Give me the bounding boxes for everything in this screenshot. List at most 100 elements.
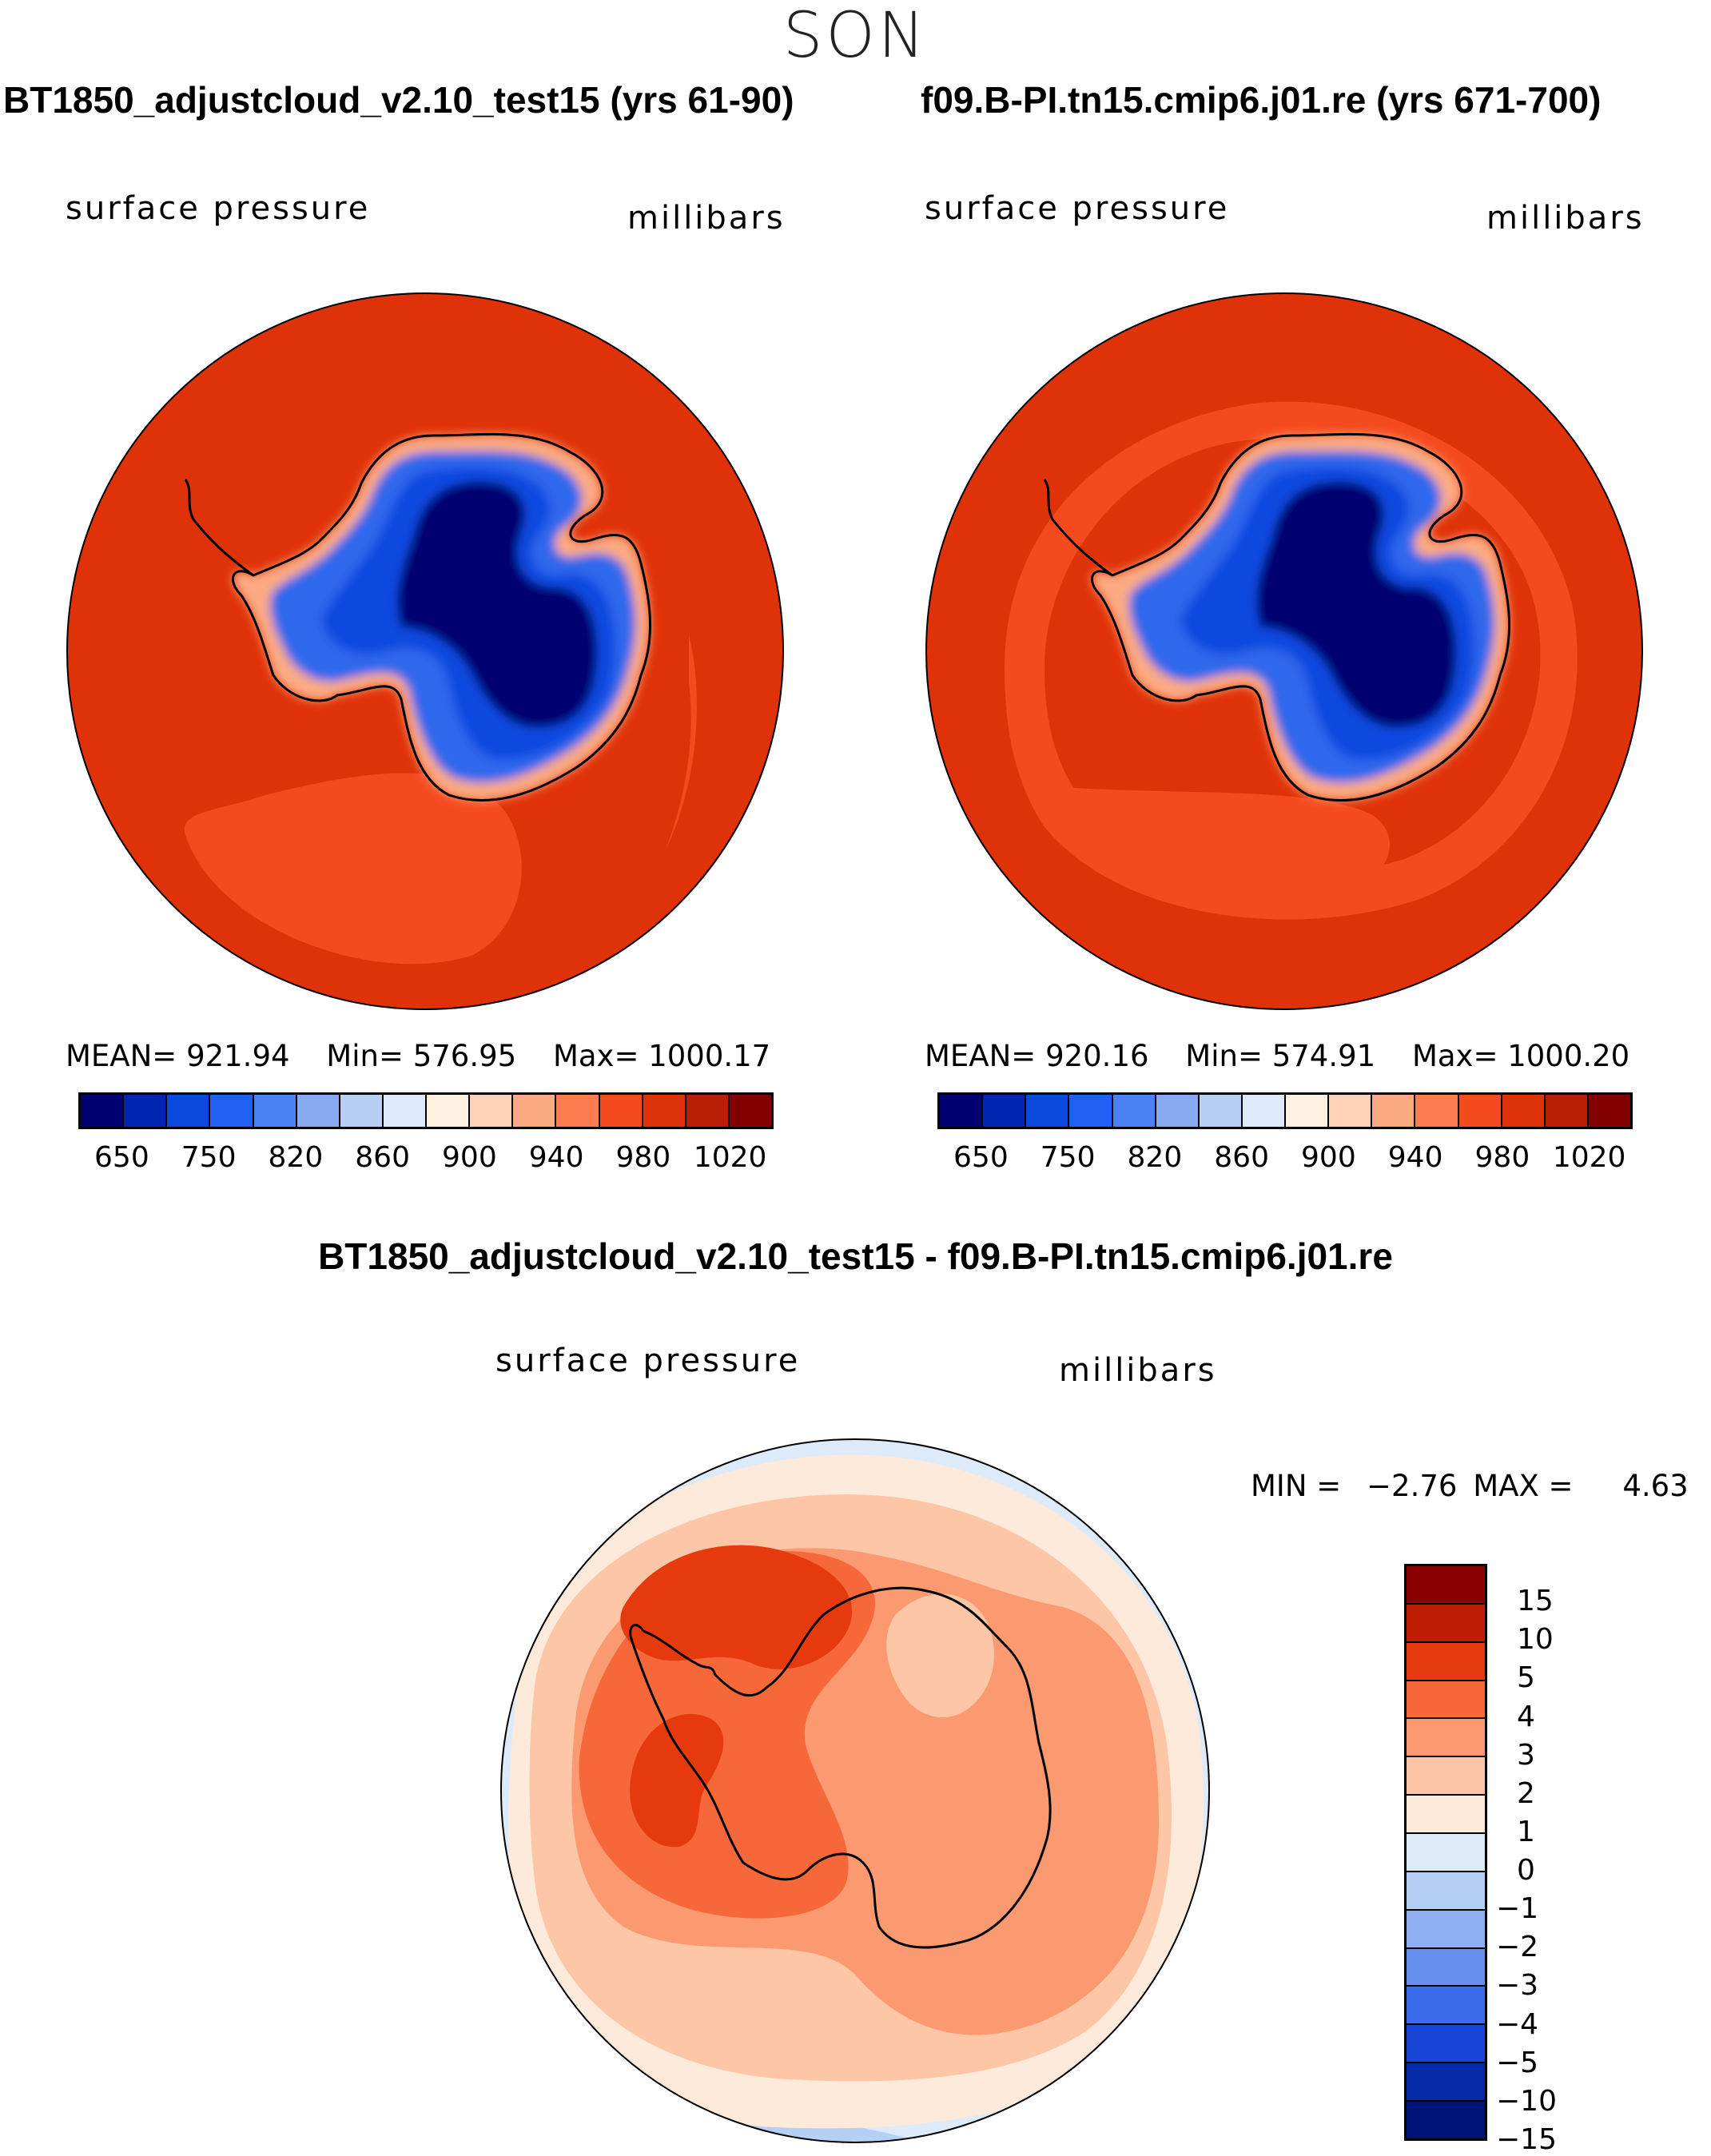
panel-2-variable-label: surface pressure bbox=[925, 190, 1230, 227]
diff-tick-label: −4 bbox=[1496, 2007, 1539, 2041]
panel-2-coastline bbox=[1090, 432, 1510, 802]
panel-1-ridge-east-fill bbox=[665, 635, 697, 851]
panel-1-tick-label: 650 bbox=[94, 1141, 149, 1174]
panel-1-map-border bbox=[66, 292, 784, 1010]
diff-tick-label: 3 bbox=[1517, 1738, 1535, 1772]
panel-1-ridge-fill bbox=[184, 773, 522, 965]
panel-2-map-border bbox=[925, 292, 1643, 1010]
panel-2-colorbar-box bbox=[1242, 1095, 1286, 1127]
diff-fill-one-two-east bbox=[886, 1593, 994, 1718]
panel-2-colorbar-box bbox=[1502, 1095, 1546, 1127]
panel-1-min-label: Min= bbox=[326, 1039, 404, 1073]
panel-2-units-label: millibars bbox=[1486, 200, 1645, 237]
panel-2-colorbar-box bbox=[1026, 1095, 1070, 1127]
panel-1-continent-core bbox=[397, 481, 597, 728]
panel-1-colorbar-box bbox=[210, 1095, 254, 1127]
panel-1-colorbar-box bbox=[643, 1095, 686, 1127]
diff-tick-label: 0 bbox=[1517, 1854, 1535, 1887]
panel-2-min-value: 574.91 bbox=[1271, 1039, 1376, 1073]
panel-2-tick-label: 860 bbox=[1214, 1141, 1269, 1174]
panel-1-tick-label: 900 bbox=[442, 1141, 497, 1174]
panel-1-colorbar-box bbox=[686, 1095, 730, 1127]
panel-2-colorbar-box bbox=[1588, 1095, 1630, 1127]
panel-1-colorbar-box bbox=[296, 1095, 340, 1127]
panel-2-tick-label: 900 bbox=[1301, 1141, 1356, 1174]
panel-1-colorbar-box bbox=[599, 1095, 643, 1127]
diff-tick-label: −5 bbox=[1496, 2046, 1539, 2079]
diff-peninsula-coast bbox=[643, 1629, 717, 1676]
diff-colorbar-box bbox=[1407, 1681, 1485, 1720]
panel-2-max-value: 1000.20 bbox=[1507, 1039, 1630, 1073]
diff-colorbar-box bbox=[1407, 1796, 1485, 1835]
panel-2-colorbar-box bbox=[1458, 1095, 1502, 1127]
panel-1-colorbar-box bbox=[383, 1095, 427, 1127]
diff-tick-label: 1 bbox=[1517, 1815, 1535, 1848]
panel-1-colorbar bbox=[78, 1092, 774, 1129]
panel-1-map bbox=[66, 292, 784, 1010]
panel-1-stats: MEAN= 921.94 Min= 576.95 Max= 1000.17 bbox=[66, 1039, 770, 1073]
panel-2-tick-label: 750 bbox=[1040, 1141, 1096, 1174]
diff-tick-label: −10 bbox=[1496, 2084, 1557, 2118]
diff-tick-label: −2 bbox=[1496, 1931, 1539, 1964]
panel-1-colorbar-box bbox=[340, 1095, 384, 1127]
diff-colorbar-box bbox=[1407, 1948, 1485, 1987]
diff-colorbar-box bbox=[1407, 1566, 1485, 1605]
diff-colorbar bbox=[1404, 1564, 1487, 2141]
diff-tick-label: 10 bbox=[1517, 1623, 1554, 1657]
panel-1-colorbar-box bbox=[513, 1095, 557, 1127]
panel-2-colorbar-box bbox=[1329, 1095, 1373, 1127]
panel-2-colorbar bbox=[937, 1092, 1633, 1129]
panel-1-colorbar-ticks: 650 750 820 860 900 940 980 1020 bbox=[78, 1141, 774, 1179]
panel-1-tick-label: 820 bbox=[268, 1141, 324, 1174]
diff-min-value: −2.76 bbox=[1367, 1469, 1458, 1503]
panel-2-title: f09.B-PI.tn15.cmip6.j01.re (yrs 671-700) bbox=[921, 79, 1602, 121]
diff-tick-label: −3 bbox=[1496, 1969, 1539, 2003]
panel-2-colorbar-box bbox=[1415, 1095, 1459, 1127]
panel-1-colorbar-box bbox=[427, 1095, 471, 1127]
panel-1-colorbar-box bbox=[253, 1095, 297, 1127]
panel-1-colorbar-box bbox=[124, 1095, 168, 1127]
diff-tick-label: 4 bbox=[1517, 1700, 1535, 1733]
panel-2-map bbox=[925, 292, 1643, 1010]
diff-colorbar-box bbox=[1407, 1642, 1485, 1681]
panel-2-peninsula-coast bbox=[1043, 479, 1113, 577]
panel-2-colorbar-box bbox=[1069, 1095, 1113, 1127]
diff-colorbar-box bbox=[1407, 1872, 1485, 1911]
diff-min-label: MIN = bbox=[1251, 1469, 1342, 1503]
diff-fill-four-five-north bbox=[620, 1545, 853, 1669]
panel-1-units-label: millibars bbox=[627, 200, 786, 237]
panel-2-tick-label: 980 bbox=[1474, 1141, 1530, 1174]
panel-1-mean-value: 921.94 bbox=[186, 1039, 290, 1073]
diff-tick-label: 5 bbox=[1517, 1661, 1535, 1695]
panel-2-colorbar-box bbox=[1156, 1095, 1200, 1127]
diff-colorbar-box bbox=[1407, 1604, 1485, 1643]
panel-1-variable-label: surface pressure bbox=[66, 190, 371, 227]
panel-2-tick-label: 820 bbox=[1127, 1141, 1183, 1174]
panel-1-colorbar-box bbox=[81, 1095, 125, 1127]
diff-colorbar-box bbox=[1407, 2025, 1485, 2064]
panel-2-colorbar-box bbox=[940, 1095, 984, 1127]
diff-colorbar-box bbox=[1407, 2063, 1485, 2102]
diff-map bbox=[500, 1438, 1210, 2143]
diff-colorbar-box bbox=[1407, 2102, 1485, 2138]
panel-1-tick-label: 940 bbox=[528, 1141, 584, 1174]
panel-2-mean-label: MEAN= bbox=[925, 1039, 1037, 1073]
panel-2-tick-label: 940 bbox=[1387, 1141, 1443, 1174]
panel-1-max-label: Max= bbox=[552, 1039, 639, 1073]
panel-2-tick-label: 1020 bbox=[1552, 1141, 1626, 1174]
panel-2-max-label: Max= bbox=[1411, 1039, 1498, 1073]
diff-colorbar-box bbox=[1407, 1834, 1485, 1872]
panel-2-stats: MEAN= 920.16 Min= 574.91 Max= 1000.20 bbox=[925, 1039, 1629, 1073]
panel-2-colorbar-box bbox=[1199, 1095, 1243, 1127]
panel-2-colorbar-box bbox=[1112, 1095, 1156, 1127]
panel-1-tick-label: 750 bbox=[181, 1141, 237, 1174]
panel-1-tick-label: 860 bbox=[355, 1141, 410, 1174]
panel-2-colorbar-box bbox=[1286, 1095, 1330, 1127]
diff-max-label: MAX = bbox=[1473, 1469, 1574, 1503]
diff-tick-label: −15 bbox=[1496, 2123, 1557, 2156]
diff-colorbar-ticks: 15 10 5 4 3 2 1 0 −1 −2 −3 −4 −5 −10 −15 bbox=[1496, 1564, 1637, 2156]
panel-1-title: BT1850_adjustcloud_v2.10_test15 (yrs 61-… bbox=[3, 79, 794, 121]
panel-2-colorbar-box bbox=[983, 1095, 1027, 1127]
panel-1-coastline bbox=[231, 432, 651, 802]
diff-fill-four-five-west bbox=[630, 1713, 724, 1848]
